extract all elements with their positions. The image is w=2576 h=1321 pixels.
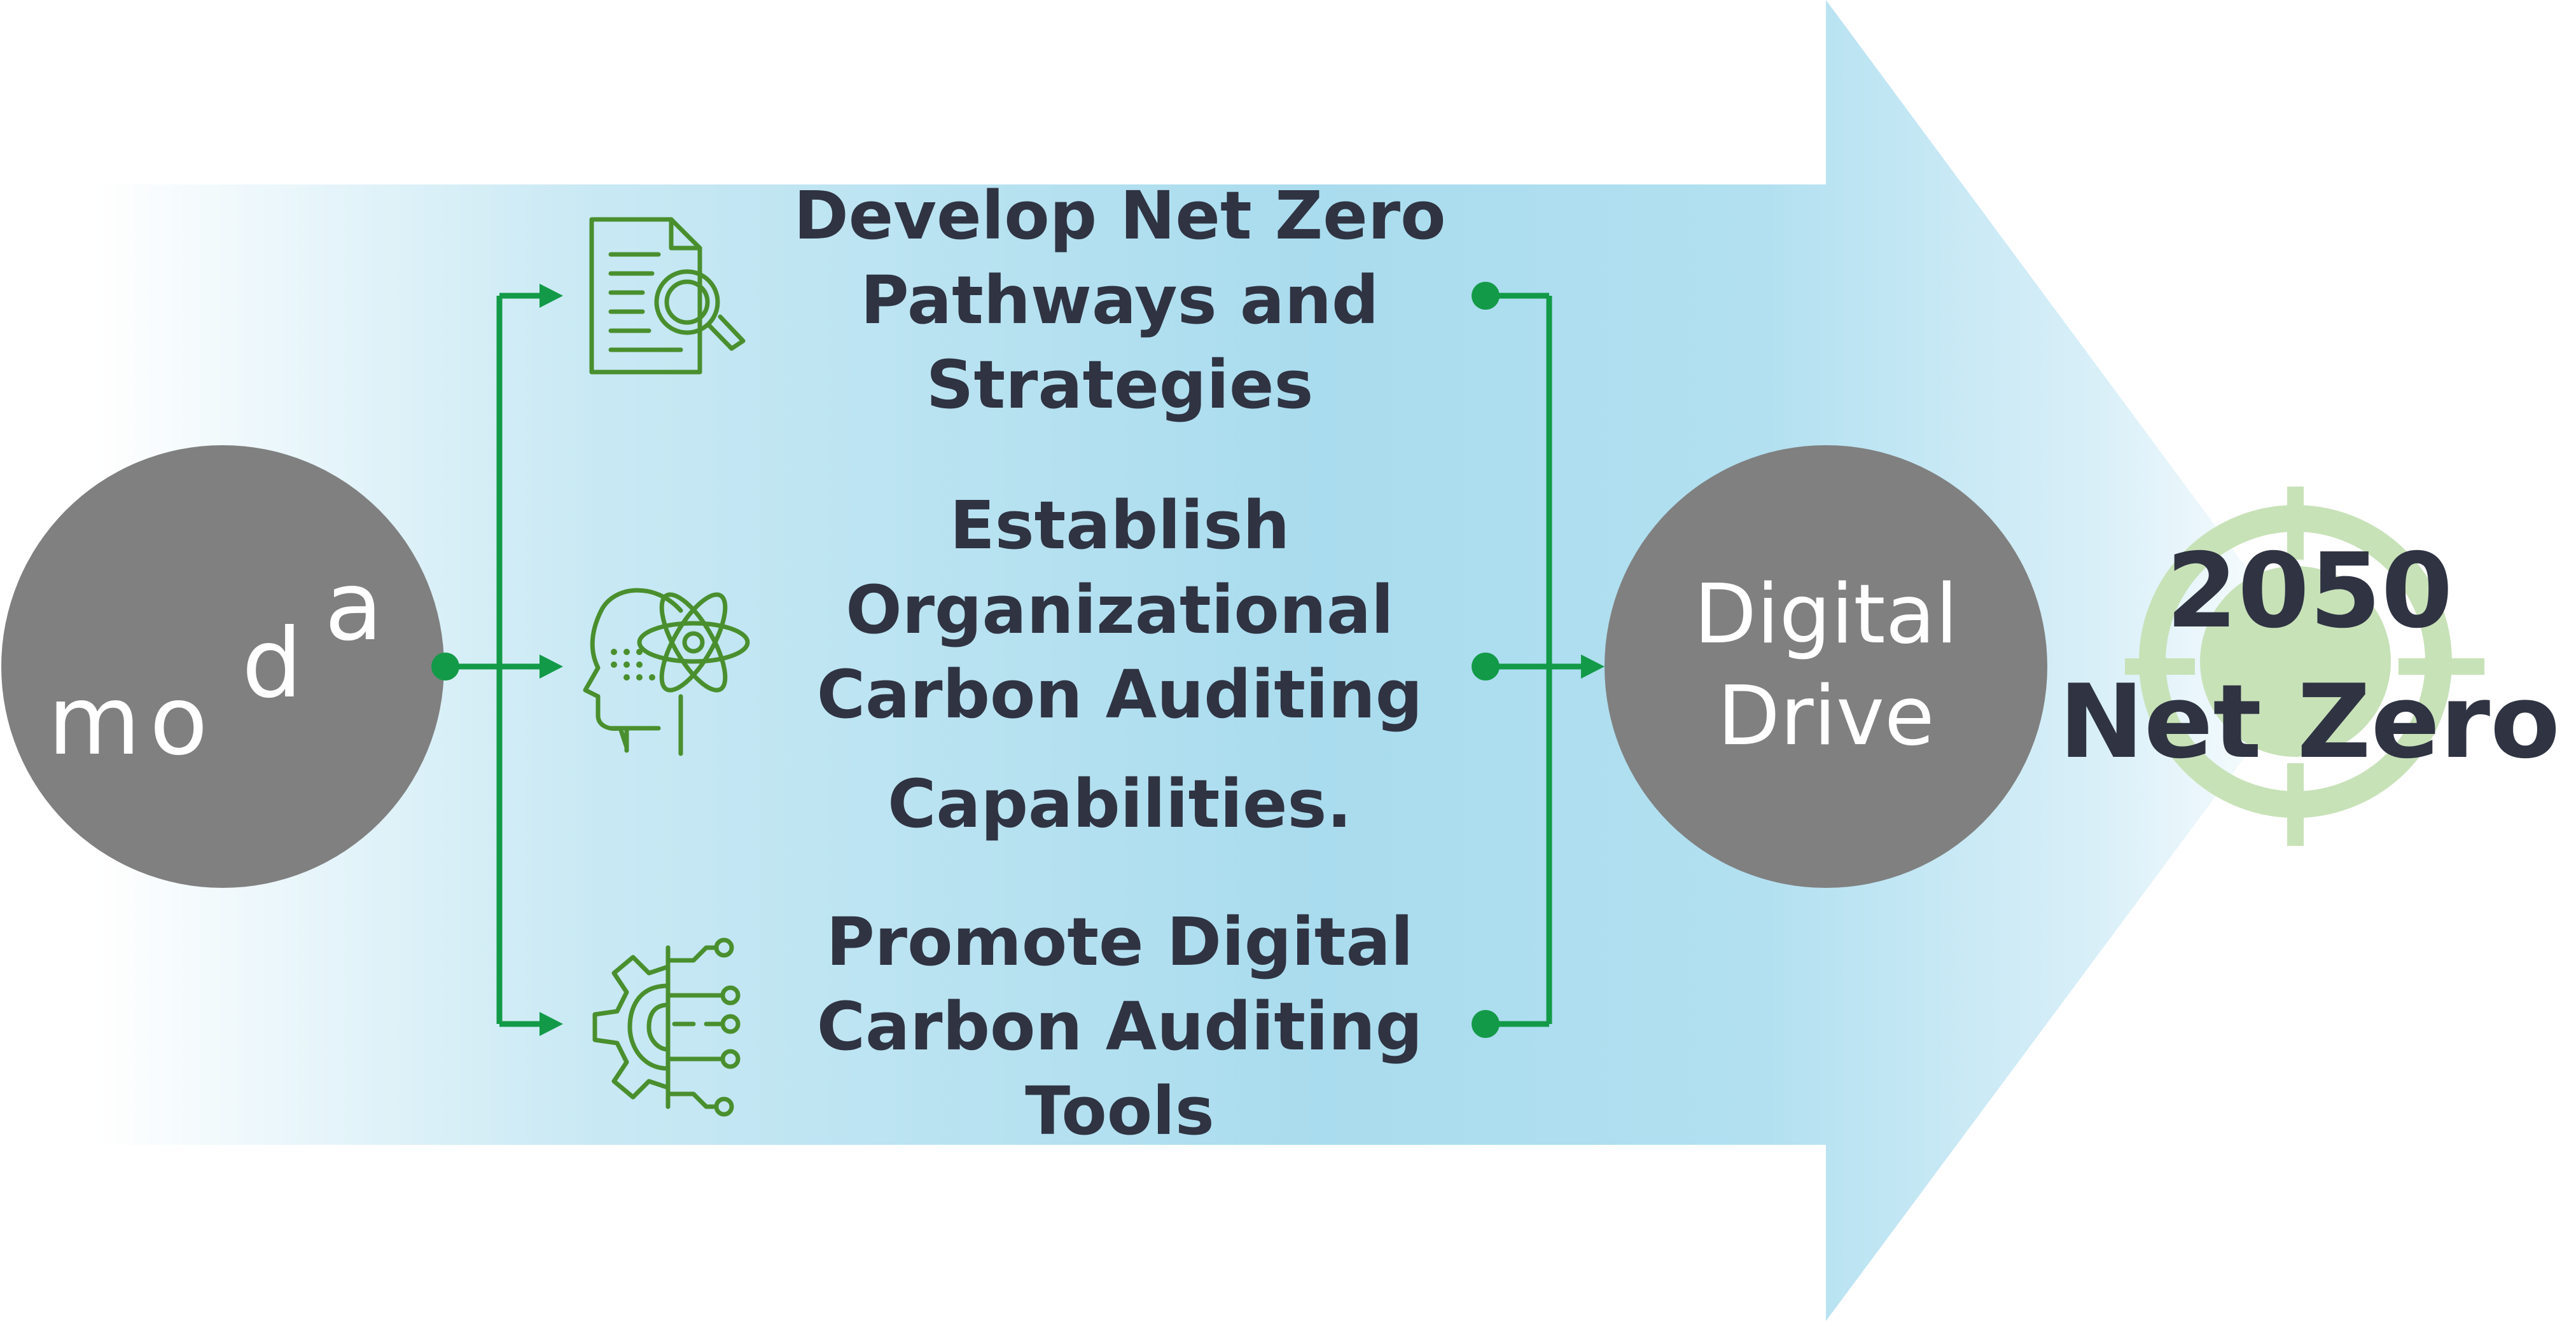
right-connectors <box>1472 282 1605 1038</box>
step-2-line-2: Organizational <box>846 571 1393 649</box>
gear-circuit-icon <box>592 937 741 1117</box>
step-1-line-1: Develop Net Zero <box>793 177 1445 254</box>
step-1-line-2: Pathways and <box>861 261 1379 339</box>
step-3-line-3: Tools <box>1025 1072 1215 1150</box>
moda-logo-circle: moda <box>1 445 444 888</box>
step-2-line-1: Establish <box>950 487 1290 564</box>
step-3-line-1: Promote Digital <box>826 903 1414 981</box>
step-3-line-2: Carbon Auditing <box>817 988 1423 1065</box>
moda-logo-text: moda <box>48 551 383 777</box>
step-1-text: Develop Net Zero Pathways and Strategies <box>793 177 1445 424</box>
hub-line-2: Drive <box>1717 669 1934 764</box>
goal-label: Net Zero <box>2059 662 2560 781</box>
digital-drive-circle: Digital Drive <box>1605 445 2047 888</box>
target-icon <box>2125 487 2484 846</box>
head-atom-icon <box>583 588 750 756</box>
left-connectors <box>431 284 563 1036</box>
goal: 2050 Net Zero <box>2059 532 2560 781</box>
step-2-line-3: Carbon Auditing <box>817 656 1423 733</box>
step-2-text: Establish Organizational Carbon Auditing… <box>817 487 1423 843</box>
step-3-text: Promote Digital Carbon Auditing Tools <box>817 903 1423 1150</box>
hub-line-1: Digital <box>1694 567 1958 662</box>
document-search-icon <box>589 217 746 375</box>
goal-year: 2050 <box>2166 532 2453 651</box>
step-2-line-4: Capabilities. <box>888 765 1352 843</box>
step-1-line-3: Strategies <box>926 346 1314 424</box>
